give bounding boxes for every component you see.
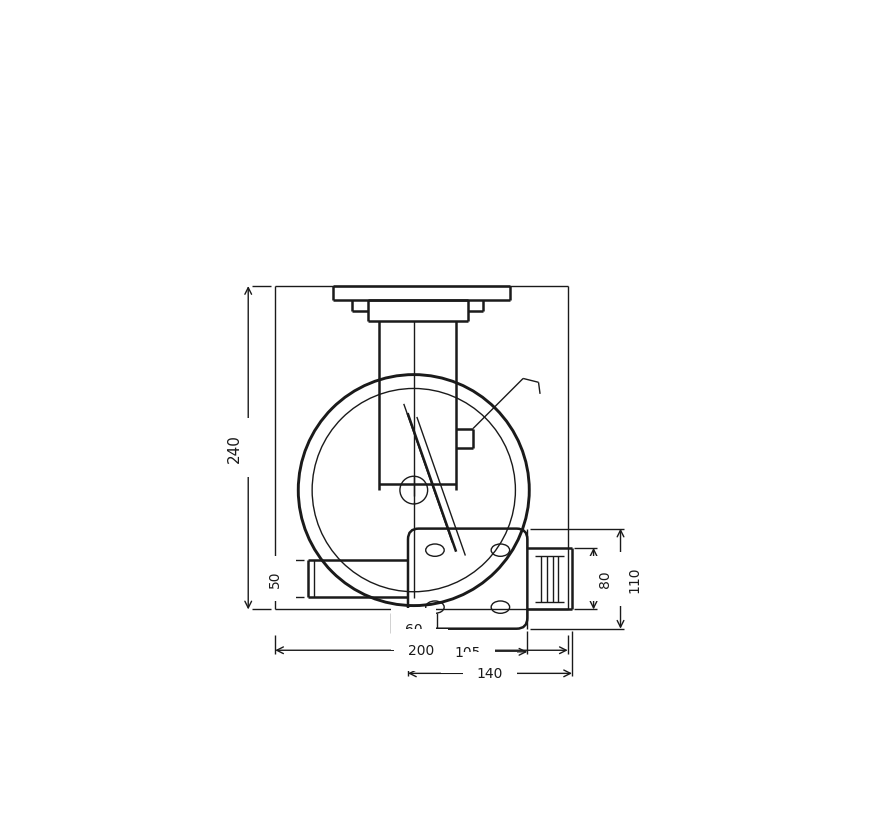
Text: 105: 105: [455, 645, 481, 659]
Text: 80: 80: [598, 570, 612, 588]
Text: 140: 140: [477, 667, 503, 681]
Text: 110: 110: [627, 566, 642, 592]
Text: 240: 240: [227, 434, 242, 463]
Text: 200: 200: [409, 644, 434, 658]
Text: 60: 60: [405, 622, 423, 636]
Text: 50: 50: [268, 570, 282, 588]
Text: 11: 11: [400, 622, 420, 643]
